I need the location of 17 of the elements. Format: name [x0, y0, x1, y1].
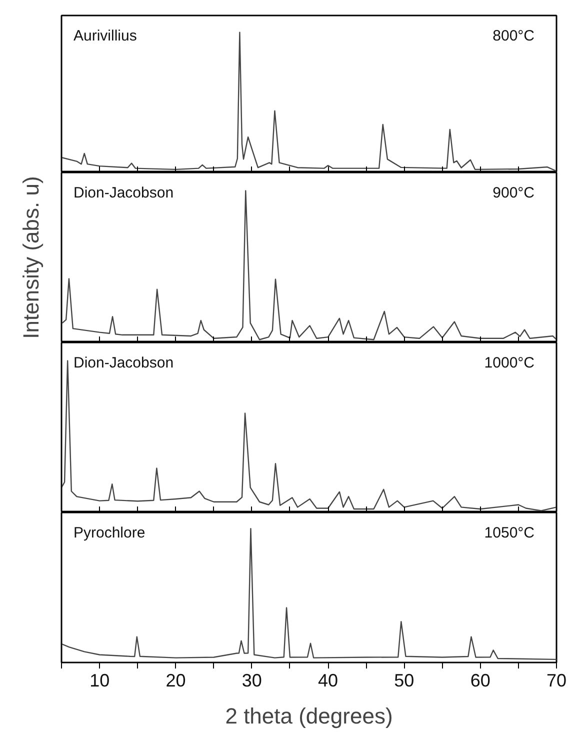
x-tick-label: 20 — [166, 670, 186, 690]
annotation: 800°C — [492, 28, 535, 44]
x-tick-label: 40 — [318, 670, 338, 690]
annotation: Dion-Jacobson — [74, 354, 174, 372]
annotation: 1000°C — [484, 354, 535, 372]
x-tick-label: 60 — [470, 670, 490, 690]
x-tick-label: 30 — [242, 670, 262, 690]
x-tick-label: 50 — [394, 670, 414, 690]
annotation: Dion-Jacobson — [74, 184, 174, 202]
annotation: Aurivillius — [74, 28, 137, 44]
y-axis-title: Intensity (abs. u) — [18, 176, 44, 339]
x-axis-title: 2 theta (degrees) — [225, 704, 393, 728]
x-tick-label: 70 — [546, 670, 567, 690]
annotation: 1050°C — [484, 524, 535, 542]
annotation: Pyrochlore — [74, 524, 146, 542]
annotation: 900°C — [492, 184, 535, 202]
x-tick-label: 10 — [90, 670, 110, 690]
